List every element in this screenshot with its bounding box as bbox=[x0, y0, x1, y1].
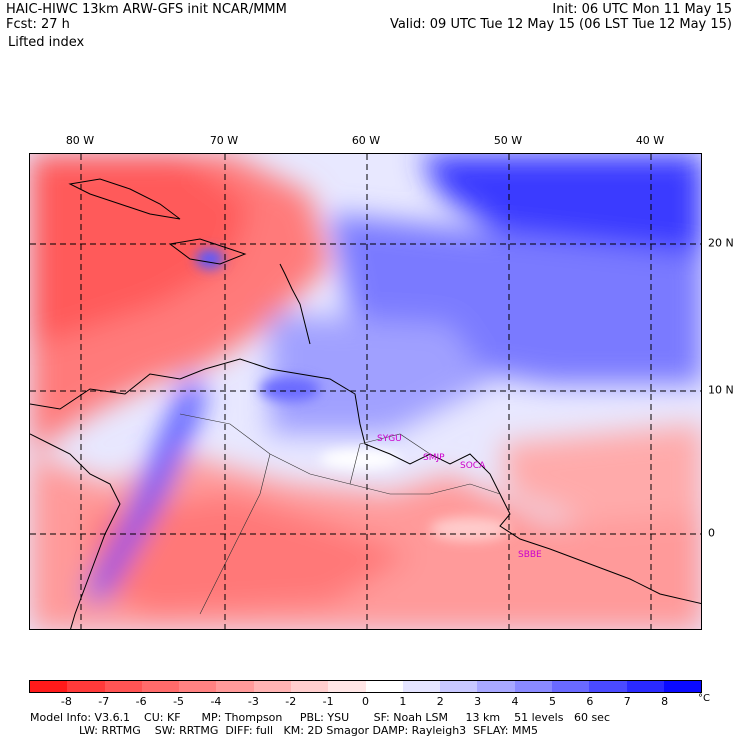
colorbar-swatch bbox=[104, 681, 142, 692]
colorbar-swatch bbox=[514, 681, 552, 692]
model-info-line1: Model Info: V3.6.1 CU: KF MP: Thompson P… bbox=[30, 711, 610, 724]
station-label: SYGU bbox=[377, 434, 402, 444]
colorbar-swatch bbox=[290, 681, 329, 692]
lifted-index-map: SYGU SMJP SOCA SBBE bbox=[29, 153, 702, 630]
lon-label-60w: 60 W bbox=[351, 134, 381, 147]
valid-time: Valid: 09 UTC Tue 12 May 15 (06 LST Tue … bbox=[389, 17, 732, 32]
graticule bbox=[30, 154, 701, 629]
colorbar-swatch bbox=[253, 681, 291, 692]
colorbar-tick-label: -4 bbox=[210, 695, 222, 708]
lon-label-80w: 80 W bbox=[65, 134, 95, 147]
station-label: SOCA bbox=[460, 461, 486, 471]
colorbar-tick-label: -2 bbox=[285, 695, 297, 708]
colorbar-swatch bbox=[67, 681, 105, 692]
lat-label-0: 0 bbox=[708, 526, 715, 540]
colorbar bbox=[29, 680, 702, 693]
colorbar-tick-label: 6 bbox=[586, 695, 594, 708]
colorbar-tick-label: 1 bbox=[399, 695, 407, 708]
station-label: SMJP bbox=[423, 453, 445, 463]
colorbar-tick-label: 7 bbox=[623, 695, 631, 708]
colorbar-tick-label: 4 bbox=[511, 695, 519, 708]
colorbar-tick-label: 2 bbox=[436, 695, 444, 708]
colorbar-swatch bbox=[477, 681, 515, 692]
colorbar-swatch bbox=[328, 681, 366, 692]
init-time: Init: 06 UTC Mon 11 May 15 bbox=[552, 2, 732, 17]
header-left: HAIC-HIWC 13km ARW-GFS init NCAR/MMM Fcs… bbox=[6, 2, 287, 32]
lon-label-70w: 70 W bbox=[209, 134, 239, 147]
colorbar-tick-label: 8 bbox=[661, 695, 669, 708]
colorbar-unit: °C bbox=[698, 693, 710, 704]
colorbar-tick-label: -8 bbox=[60, 695, 72, 708]
model-info-line2: LW: RRTMG SW: RRTMG DIFF: full KM: 2D Sm… bbox=[30, 724, 538, 737]
colorbar-tick-label: 0 bbox=[362, 695, 369, 708]
colorbar-swatch bbox=[440, 681, 478, 692]
lon-label-40w: 40 W bbox=[635, 134, 665, 147]
lat-label-20n: 20 N bbox=[708, 236, 734, 250]
colorbar-tick-label: 3 bbox=[474, 695, 482, 708]
colorbar-swatch bbox=[179, 681, 217, 692]
colorbar-swatch bbox=[141, 681, 180, 692]
colorbar-swatch bbox=[30, 681, 68, 692]
coastlines bbox=[30, 178, 701, 629]
colorbar-swatch bbox=[402, 681, 441, 692]
colorbar-tick-label: 5 bbox=[548, 695, 556, 708]
colorbar-swatch bbox=[626, 681, 664, 692]
colorbar-tick-label: -1 bbox=[322, 695, 334, 708]
station-label: SBBE bbox=[518, 550, 542, 560]
colorbar-tick-label: -5 bbox=[173, 695, 185, 708]
colorbar-tick-label: -7 bbox=[98, 695, 110, 708]
model-title: HAIC-HIWC 13km ARW-GFS init NCAR/MMM bbox=[6, 2, 287, 17]
colorbar-swatch bbox=[551, 681, 590, 692]
colorbar-swatch bbox=[365, 681, 403, 692]
field-name: Lifted index bbox=[8, 35, 85, 50]
colorbar-swatch bbox=[589, 681, 627, 692]
colorbar-tick-label: -6 bbox=[135, 695, 147, 708]
lat-label-10n: 10 N bbox=[708, 383, 734, 397]
lon-label-50w: 50 W bbox=[493, 134, 523, 147]
colorbar-swatch bbox=[216, 681, 254, 692]
map-svg bbox=[30, 154, 701, 629]
shading-field bbox=[30, 154, 701, 629]
forecast-hour: Fcst: 27 h bbox=[6, 17, 70, 32]
colorbar-swatch bbox=[663, 681, 702, 692]
colorbar-tick-label: -3 bbox=[247, 695, 259, 708]
header-right: Init: 06 UTC Mon 11 May 15 Valid: 09 UTC… bbox=[390, 2, 732, 32]
